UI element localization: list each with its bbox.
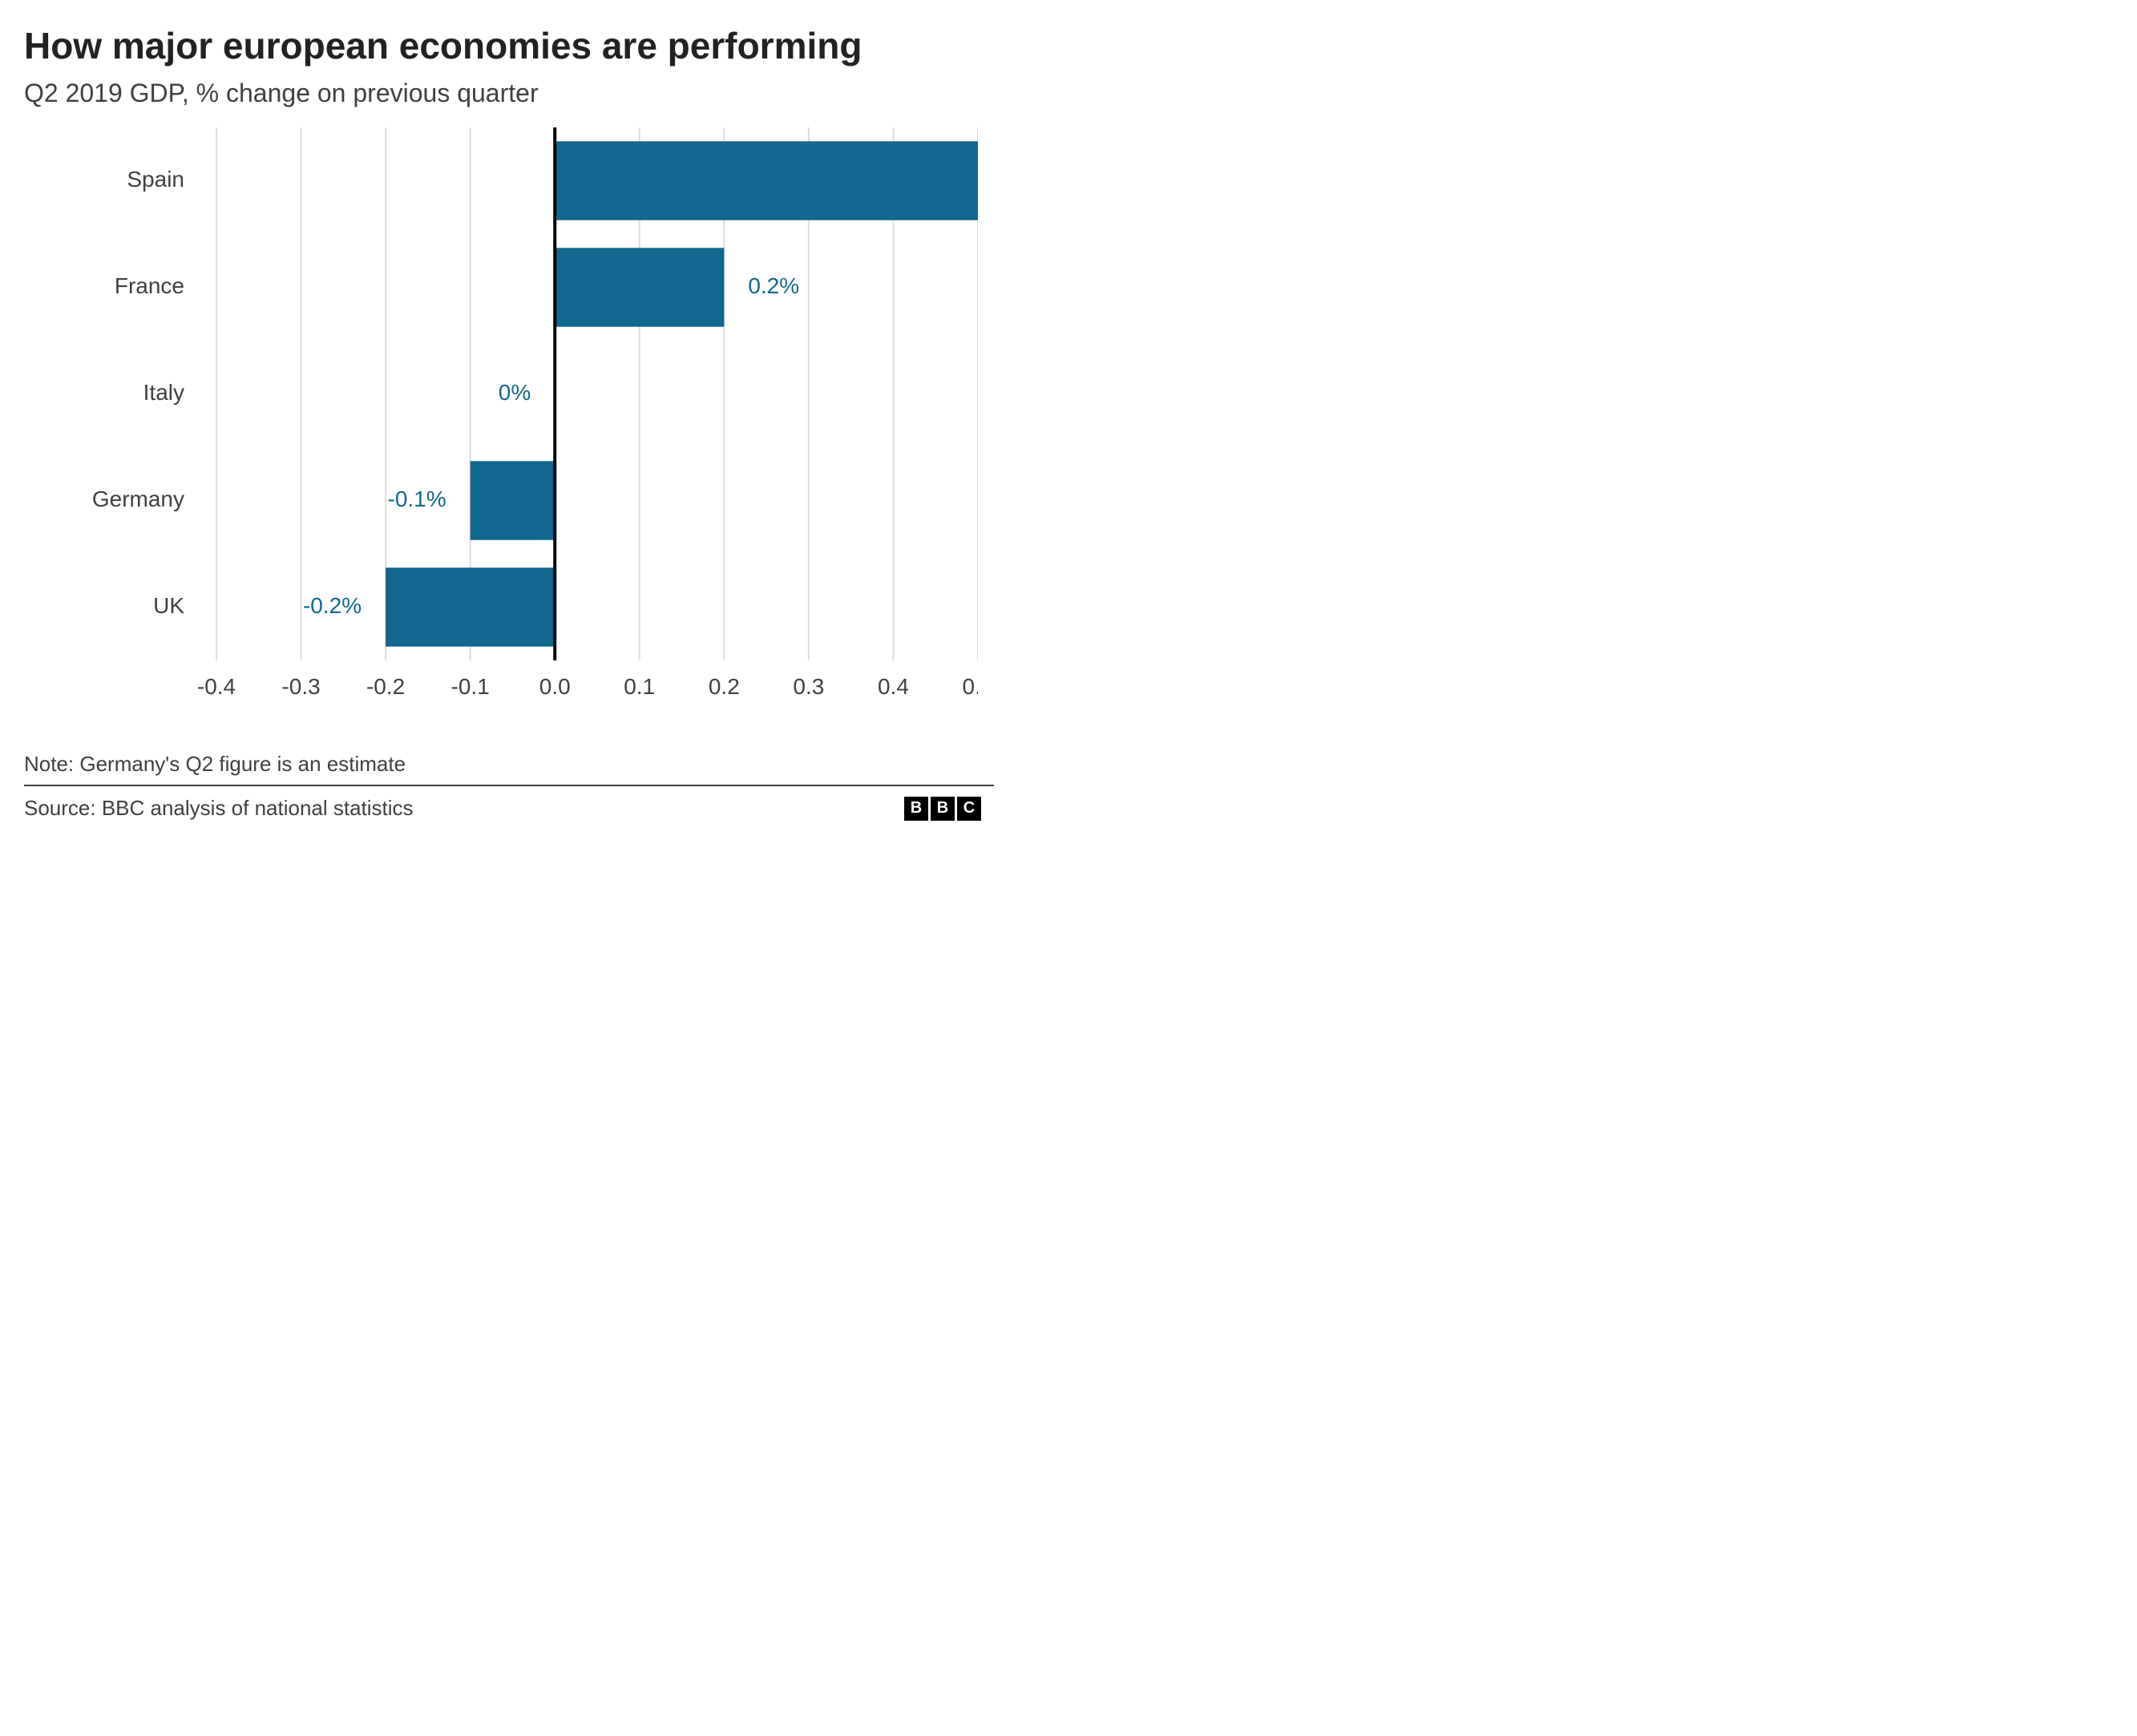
x-tick-label: -0.4 <box>197 674 236 699</box>
x-tick-label: 0.1 <box>624 674 655 699</box>
x-tick-label: 0.0 <box>539 674 571 699</box>
bar <box>555 248 724 326</box>
category-label: Spain <box>127 167 184 192</box>
chart-plot-area: Spain0.5%France0.2%Italy0%Germany-0.1%UK… <box>32 127 994 725</box>
category-label: Italy <box>143 380 184 405</box>
x-tick-label: -0.2 <box>366 674 405 699</box>
bar <box>555 141 978 220</box>
bbc-logo: BBC <box>904 797 981 821</box>
chart-subtitle: Q2 2019 GDP, % change on previous quarte… <box>24 79 994 108</box>
category-label: Germany <box>92 486 184 511</box>
bbc-logo-letter: C <box>957 797 981 821</box>
footer-divider <box>24 785 994 786</box>
x-tick-label: 0.5 <box>963 674 978 699</box>
chart-container: How major european economies are perform… <box>0 0 994 837</box>
value-label: 0.2% <box>748 273 799 298</box>
x-tick-label: -0.1 <box>451 674 490 699</box>
chart-source: Source: BBC analysis of national statist… <box>24 796 414 821</box>
value-label: -0.2% <box>303 593 362 618</box>
chart-title: How major european economies are perform… <box>24 24 994 67</box>
x-tick-label: -0.3 <box>281 674 320 699</box>
x-tick-label: 0.3 <box>793 674 824 699</box>
chart-footer: Source: BBC analysis of national statist… <box>24 796 994 821</box>
x-tick-label: 0.2 <box>709 674 740 699</box>
bar <box>386 567 555 646</box>
value-label: 0% <box>499 380 531 405</box>
bar-chart-svg: Spain0.5%France0.2%Italy0%Germany-0.1%UK… <box>32 127 978 721</box>
chart-note: Note: Germany's Q2 figure is an estimate <box>24 752 994 777</box>
category-label: UK <box>153 593 184 618</box>
category-label: France <box>115 273 184 298</box>
bbc-logo-letter: B <box>931 797 955 821</box>
bbc-logo-letter: B <box>904 797 928 821</box>
value-label: -0.1% <box>388 486 446 511</box>
x-tick-label: 0.4 <box>878 674 909 699</box>
bar <box>471 461 555 539</box>
